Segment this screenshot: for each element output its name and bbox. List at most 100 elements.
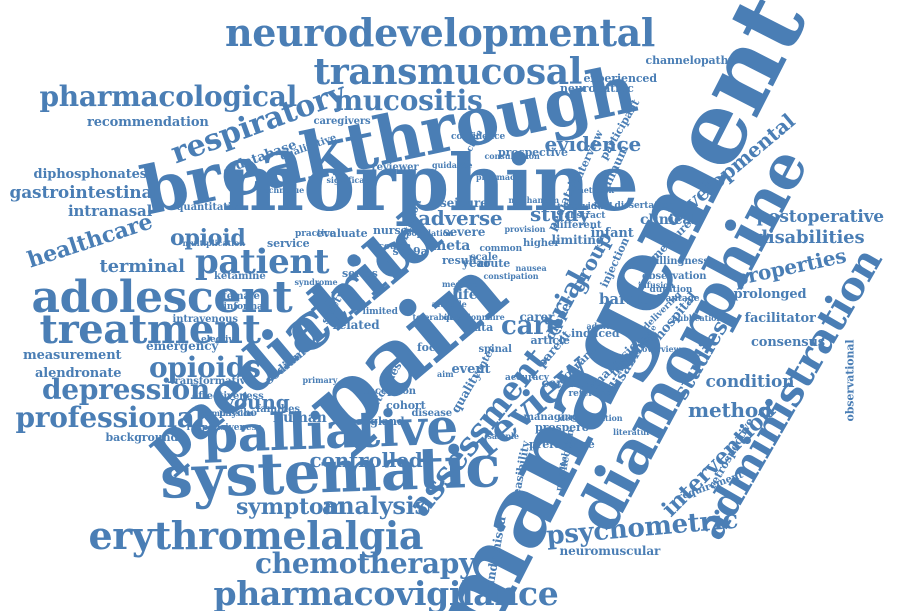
word-human: human [273,410,327,426]
word-attitude: attitude [431,299,467,309]
word-condition: condition [705,371,795,392]
word-neuropathic: neuropathic [560,81,634,95]
word-gastrointestinal: gastrointestinal [9,182,159,203]
word-carer: carer [519,310,555,324]
word-adolescent: adolescent [31,272,293,323]
word-neuromuscular: neuromuscular [559,544,661,558]
word-evaluate: evaluate [316,226,368,240]
word-professional: professional [15,401,206,434]
word-spinal: spinal [478,344,512,355]
word-female: female [222,291,260,302]
word-intranasal: intranasal [68,201,153,220]
word-seizure: seizure [440,196,488,210]
word-technique: technique [260,185,305,195]
word-reference: reference [568,388,617,399]
word-care: care [501,311,563,341]
word-method: method [688,398,772,422]
word-infant: infant [590,225,634,241]
word-publication: publication [672,313,723,323]
word-primary: primary [302,375,338,385]
word-commission: commission [201,408,255,418]
word-pharmacovigilance: pharmacovigilance [213,573,559,611]
word-accuracy: accuracy [505,372,549,383]
word-psycho: psycho [219,408,257,419]
word-service: service [267,236,310,250]
word-depression: depression [42,373,210,406]
word-scn9a: scn9a [392,244,428,258]
word-practice: practice [295,228,336,239]
word-prolonged: prolonged [733,286,807,302]
word-alendronate: alendronate [35,365,122,381]
word-pharmacological: pharmacological [39,80,298,113]
word-families: families [256,404,300,415]
word-series: series [342,266,378,280]
word-focus: focus [417,340,450,354]
word-reviewer: reviewer [371,162,419,173]
word-facilitator: facilitator [744,310,816,326]
word-terminal: terminal [99,256,185,277]
word-result: result [442,253,478,267]
word-common: common [479,243,523,254]
word-higher: higher [523,238,560,249]
word-recommendation: recommendation [87,114,209,130]
word-population: population [406,228,454,238]
word-young: young [222,390,290,414]
word-overview: overview [642,344,681,354]
word-managing: managing [523,412,579,423]
word-related: related [332,318,380,332]
word-induced: induced [571,326,620,340]
word-opioid: opioid [170,225,246,251]
word-inception: inception [364,386,416,397]
word-scale: scale [470,252,498,263]
word-clinical: clinical [640,212,697,228]
word-consultation: consultation [484,151,540,161]
word-route: route [477,256,511,270]
word-intravenous: intravenous [172,314,238,325]
word-disabilities: disabilities [755,227,865,248]
word-cousin: cousin [378,241,412,252]
word-morphine: morphine [221,138,639,229]
word-experienced: experienced [583,71,658,85]
word-observation: observation [642,271,707,282]
word-cohort: cohort [386,398,426,412]
word-barrier: barrier [599,289,658,308]
word-confidence: confidence [451,131,506,142]
word-measurement: measurement [23,347,122,363]
word-guidance: guidance [432,160,473,170]
word-aim: aim [437,369,454,379]
word-syndrome: syndrome [294,277,338,287]
word-transformative: transformative [170,376,252,387]
word-background: background [105,430,179,444]
word-consensus: consensus [751,334,825,350]
word-erythromelalgia: erythromelalgia [88,513,424,558]
word-life: life [452,287,478,303]
word-elective: elective [201,334,240,345]
word-emergency: emergency [146,339,219,353]
word-neurodevelopmental: neurodevelopmental [225,10,655,55]
word-nurse: nurse [373,223,408,237]
word-postoperative: postoperative [756,206,885,227]
word-effectiveness: effectiveness [192,391,264,402]
word-significant: significant [326,175,374,185]
word-adult: adult [586,321,610,331]
word-quantitative: quantitative [176,202,244,213]
word-responsiveness: responsiveness [186,422,262,433]
word-multiplication: multiplication [182,238,246,248]
word-duration: duration [649,284,693,295]
word-disease: disease [411,408,453,419]
word-infusion: infusion [638,280,675,290]
word-opioids: opioids [149,351,261,384]
word-treatment: treatment [39,306,262,353]
word-study: study [530,202,590,226]
word-different: different [553,220,602,231]
word-literature: literature [613,427,656,437]
word-provision: provision [504,224,546,234]
word-transmucosal: transmucosal [313,51,583,93]
word-network: network [578,185,615,195]
word-preference: preference [529,437,595,451]
word-determination: determination [559,413,623,423]
word-abstract: abstract [564,210,606,221]
word-channelopathy: channelopathy [645,53,735,67]
word-data: data [466,320,494,334]
